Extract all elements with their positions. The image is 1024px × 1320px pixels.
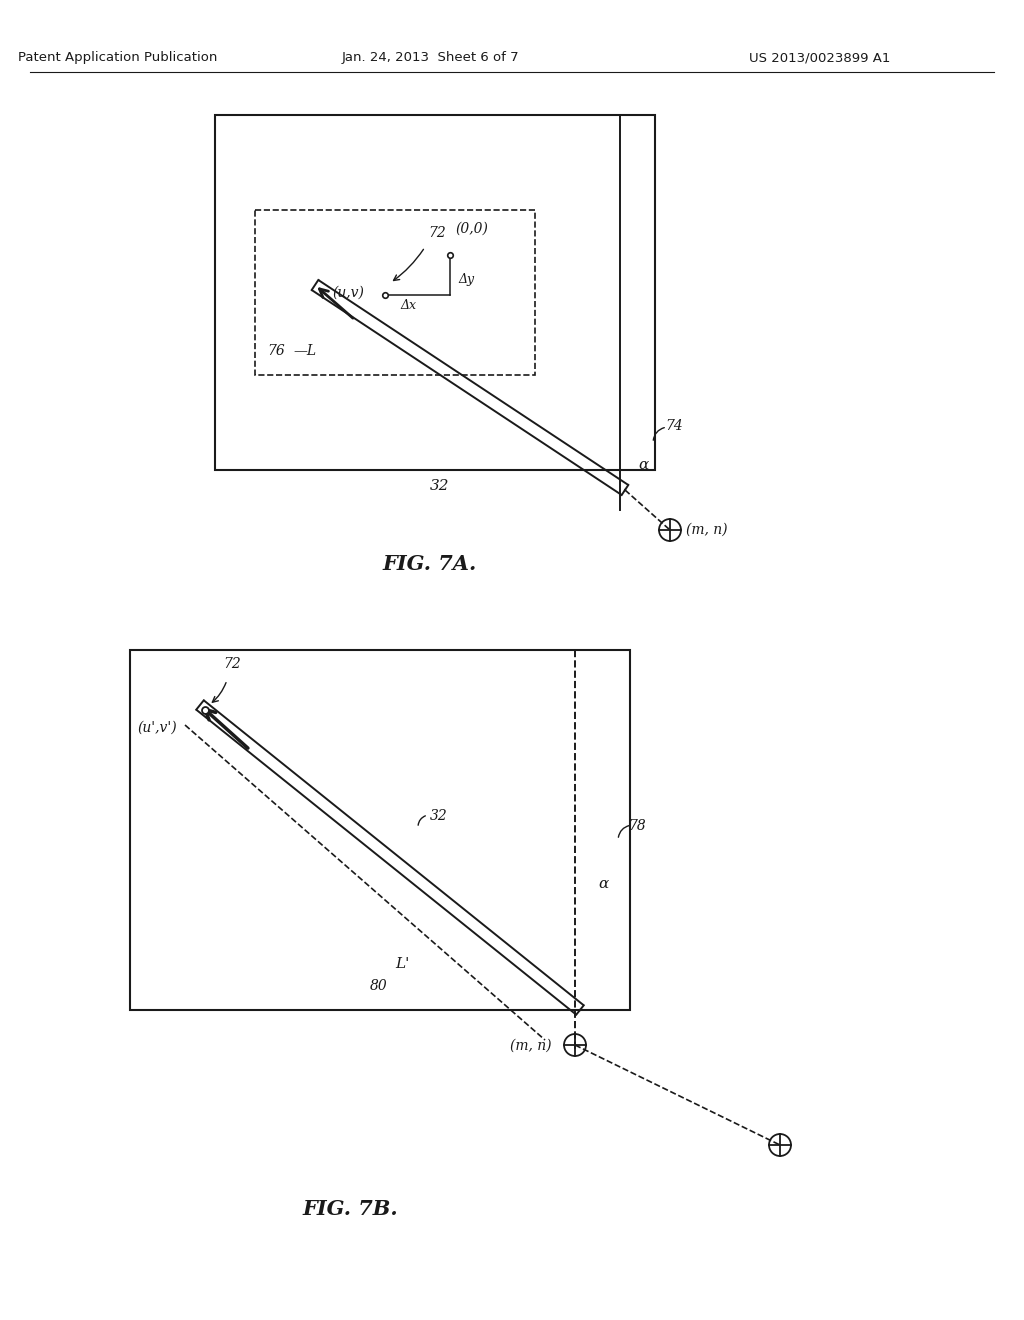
Text: FIG. 7B.: FIG. 7B.: [302, 1199, 397, 1218]
Bar: [215, 115, 655, 470]
Text: 74: 74: [665, 418, 683, 433]
Text: 32: 32: [430, 479, 450, 492]
Text: Jan. 24, 2013  Sheet 6 of 7: Jan. 24, 2013 Sheet 6 of 7: [341, 51, 519, 65]
Bar: [255, 210, 535, 375]
Text: (0,0): (0,0): [455, 222, 487, 236]
Text: (m, n): (m, n): [510, 1039, 552, 1053]
Text: (m, n): (m, n): [686, 523, 727, 537]
Text: (u',v'): (u',v'): [137, 721, 176, 735]
Text: —L: —L: [293, 345, 316, 358]
Text: US 2013/0023899 A1: US 2013/0023899 A1: [750, 51, 891, 65]
Text: Δy: Δy: [458, 273, 474, 286]
Text: 32: 32: [430, 809, 447, 822]
Text: Patent Application Publication: Patent Application Publication: [18, 51, 218, 65]
Text: L': L': [395, 957, 410, 972]
Text: 76: 76: [267, 345, 285, 358]
Text: α: α: [598, 876, 608, 891]
Text: Δx: Δx: [400, 300, 416, 312]
Text: 72: 72: [428, 226, 445, 240]
Text: 78: 78: [628, 818, 646, 833]
Text: FIG. 7A.: FIG. 7A.: [383, 554, 477, 574]
Text: α: α: [638, 458, 648, 473]
Bar: [130, 649, 630, 1010]
Text: 72: 72: [223, 657, 241, 671]
Text: (u,v): (u,v): [332, 286, 364, 300]
Text: 80: 80: [370, 979, 388, 993]
